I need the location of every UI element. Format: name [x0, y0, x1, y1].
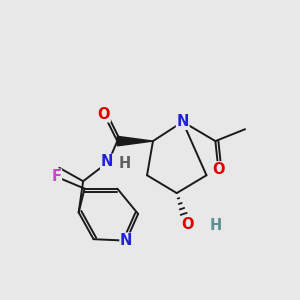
Text: N: N — [176, 114, 189, 129]
Polygon shape — [117, 136, 153, 146]
Text: F: F — [51, 169, 62, 184]
Text: N: N — [120, 233, 132, 248]
Text: N: N — [101, 154, 113, 169]
Text: H: H — [210, 218, 222, 233]
Text: O: O — [181, 217, 194, 232]
Text: O: O — [212, 162, 225, 177]
Text: H: H — [118, 156, 131, 171]
Text: O: O — [98, 107, 110, 122]
